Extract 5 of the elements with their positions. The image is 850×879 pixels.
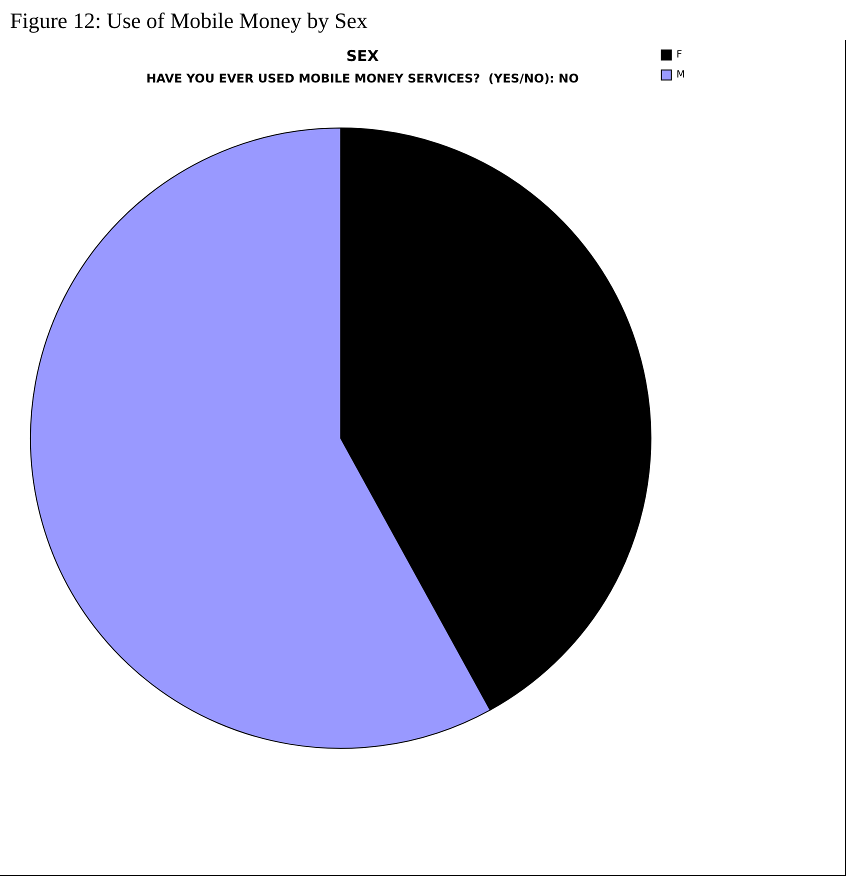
text: HAVE YOU EVER USED MOBILE MONEY SERVICES? (YES/NO): NO — [146, 71, 579, 86]
chart-title: SEX — [346, 46, 380, 65]
caption: Figure 12: Use of Mobile Money by Sex — [9, 7, 368, 35]
legend-label: F — [676, 50, 682, 61]
legend-label: M — [676, 70, 686, 81]
